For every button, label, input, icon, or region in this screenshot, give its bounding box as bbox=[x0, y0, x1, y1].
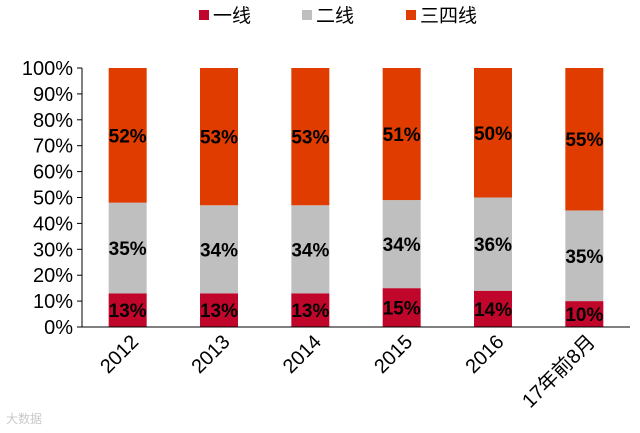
data-label: 52% bbox=[109, 126, 147, 147]
bar-segment bbox=[108, 68, 147, 203]
bar-segment bbox=[474, 68, 512, 198]
bar-segment bbox=[474, 290, 512, 327]
y-tick-label: 100% bbox=[22, 58, 73, 80]
y-tick-label: 60% bbox=[33, 162, 73, 184]
y-tick-label: 10% bbox=[33, 291, 73, 313]
x-tick-label: 2015 bbox=[370, 331, 417, 378]
y-tick-label: 70% bbox=[33, 136, 73, 158]
data-label: 34% bbox=[200, 240, 238, 261]
data-label: 13% bbox=[291, 301, 329, 322]
data-label: 10% bbox=[565, 305, 603, 326]
data-label: 15% bbox=[383, 299, 421, 320]
bar-segment bbox=[565, 210, 604, 302]
legend-swatch bbox=[406, 10, 416, 20]
x-tick-label: 2016 bbox=[462, 331, 509, 378]
x-tick-label: 2014 bbox=[279, 331, 326, 378]
x-tick-label: 17年前8月 bbox=[518, 330, 600, 412]
y-axis: 0% 10% 20% 30% 40% 50% 60% 70% 80% 90% 100% bbox=[22, 58, 83, 339]
bar-segment bbox=[474, 197, 512, 291]
bars: 13% 35% 52% 13% 34% 53% 13% 34% 53% 15% 34% 51% 14% 3… bbox=[108, 68, 604, 327]
bar-segment bbox=[108, 202, 147, 294]
bar-segment bbox=[291, 205, 330, 294]
bar-segment bbox=[382, 68, 421, 201]
bar-segment bbox=[382, 288, 421, 327]
y-tick-label: 30% bbox=[33, 239, 73, 261]
legend-label: 一线 bbox=[213, 5, 251, 27]
data-label: 13% bbox=[200, 301, 238, 322]
data-label: 14% bbox=[474, 300, 512, 321]
y-tick-label: 90% bbox=[33, 84, 73, 106]
data-label: 50% bbox=[474, 124, 512, 145]
data-label: 34% bbox=[383, 235, 421, 256]
y-tick-label: 20% bbox=[33, 265, 73, 287]
data-label: 55% bbox=[565, 130, 603, 151]
y-tick-label: 50% bbox=[33, 188, 73, 210]
data-label: 51% bbox=[383, 125, 421, 146]
bar-segment bbox=[200, 293, 238, 327]
legend-swatch bbox=[302, 10, 312, 20]
data-label: 53% bbox=[200, 128, 238, 149]
legend-swatch bbox=[199, 10, 209, 20]
bar-segment bbox=[565, 68, 604, 211]
bar-segment bbox=[200, 205, 238, 294]
bar-segment bbox=[108, 293, 147, 327]
y-tick-label: 40% bbox=[33, 213, 73, 235]
y-tick-label: 0% bbox=[44, 317, 73, 339]
data-label: 36% bbox=[474, 235, 512, 256]
data-label: 13% bbox=[109, 301, 147, 322]
x-tick-label: 2012 bbox=[96, 331, 143, 378]
data-label: 53% bbox=[291, 128, 329, 149]
legend-label: 二线 bbox=[316, 5, 354, 27]
legend: 一线 二线 三四线 bbox=[199, 5, 477, 27]
data-label: 35% bbox=[109, 239, 147, 260]
bar-segment bbox=[382, 200, 421, 289]
data-label: 35% bbox=[565, 247, 603, 268]
y-tick-label: 80% bbox=[33, 110, 73, 132]
bar-segment bbox=[200, 68, 238, 206]
x-tick-label: 2013 bbox=[188, 331, 235, 378]
data-label: 34% bbox=[291, 240, 329, 261]
bar-segment bbox=[565, 301, 604, 327]
legend-label: 三四线 bbox=[420, 5, 477, 27]
x-axis: 2012 2013 2014 2015 2016 17年前8月 bbox=[82, 326, 630, 413]
bar-segment bbox=[291, 68, 330, 206]
bar-segment bbox=[291, 293, 330, 327]
watermark: 大数据 bbox=[6, 412, 43, 426]
